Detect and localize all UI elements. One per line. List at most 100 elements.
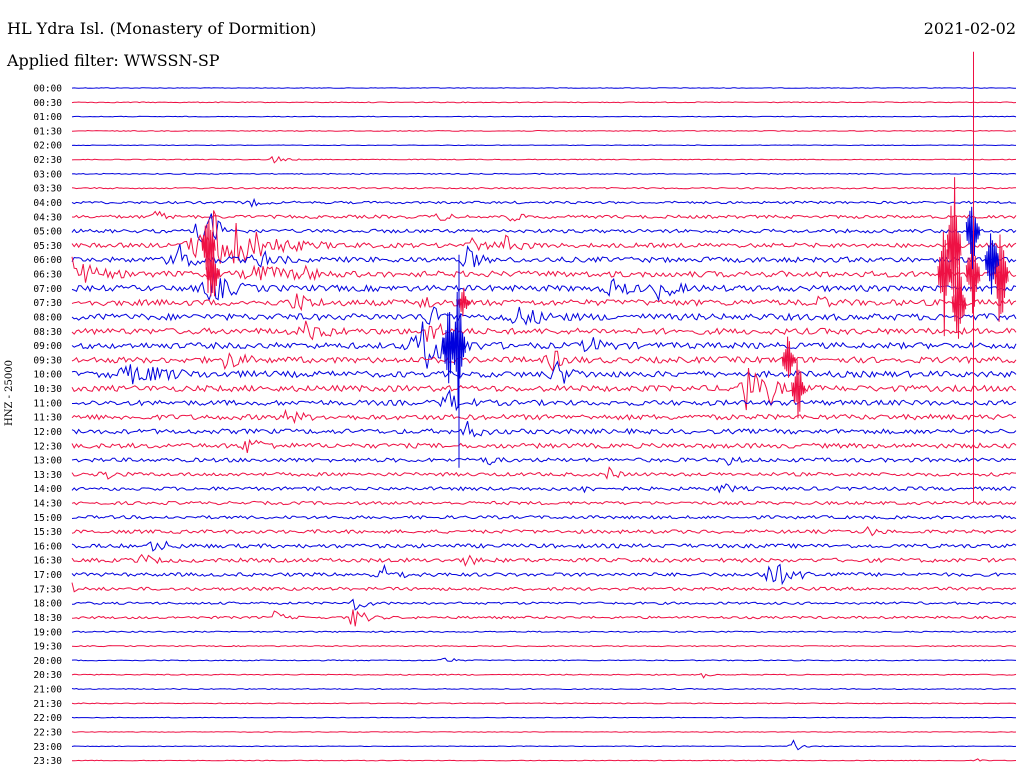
- trace-time-label: 02:00: [33, 141, 62, 152]
- trace-line: [71, 731, 1017, 733]
- trace-line: [71, 256, 1017, 283]
- trace-line: [71, 563, 1017, 586]
- trace-time-label: 09:00: [33, 341, 62, 352]
- trace-line: [71, 115, 1017, 118]
- trace-time-label: 06:30: [33, 270, 62, 281]
- trace-time-label: 10:30: [33, 384, 62, 395]
- trace-time-label: 20:30: [33, 670, 62, 681]
- trace-time-label: 08:30: [33, 327, 62, 338]
- trace-line: [71, 320, 1017, 342]
- trace-time-label: 04:00: [33, 198, 62, 209]
- trace-line: [71, 514, 1017, 520]
- trace-line: [71, 350, 1017, 373]
- trace-line: [71, 758, 1017, 762]
- trace-time-label: 01:30: [33, 126, 62, 137]
- trace-time-label: 19:30: [33, 642, 62, 653]
- trace-time-label: 07:30: [33, 298, 62, 309]
- trace-time-label: 05:00: [33, 227, 62, 238]
- trace-line: [71, 210, 1017, 222]
- trace-time-label: 04:30: [33, 212, 62, 223]
- trace-time-label: 16:30: [33, 556, 62, 567]
- trace-time-label: 09:30: [33, 355, 62, 366]
- trace-time-label: 00:00: [33, 84, 62, 95]
- trace-time-label: 02:30: [33, 155, 62, 166]
- trace-time-label: 18:00: [33, 599, 62, 610]
- trace-line: [71, 172, 1017, 175]
- trace-line: [71, 525, 1017, 537]
- trace-line: [71, 540, 1017, 552]
- trace-line: [71, 129, 1017, 132]
- trace-line: [71, 657, 1017, 662]
- trace-time-label: 08:00: [33, 312, 62, 323]
- trace-time-label: 15:00: [33, 513, 62, 524]
- trace-time-label: 10:00: [33, 370, 62, 381]
- station-title: HL Ydra Isl. (Monastery of Dormition): [7, 19, 317, 38]
- trace-time-label: 17:00: [33, 570, 62, 581]
- trace-line: [71, 293, 1017, 312]
- trace-line: [71, 101, 1017, 104]
- trace-line: [71, 144, 1017, 147]
- trace-time-label: 13:30: [33, 470, 62, 481]
- trace-line: [71, 306, 1017, 326]
- trace-line: [71, 243, 1017, 268]
- trace-time-label: 19:00: [33, 627, 62, 638]
- trace-time-label: 23:00: [33, 742, 62, 753]
- trace-time-label: 07:00: [33, 284, 62, 295]
- trace-line: [71, 155, 1017, 164]
- trace-time-label: 17:30: [33, 584, 62, 595]
- trace-line: [71, 321, 1017, 369]
- trace-time-label: 23:30: [33, 756, 62, 767]
- trace-time-label: 18:30: [33, 613, 62, 624]
- trace-line: [71, 598, 1017, 611]
- trace-line: [71, 739, 1017, 751]
- trace-time-label: 11:00: [33, 398, 62, 409]
- trace-time-label: 21:30: [33, 699, 62, 710]
- trace-line: [71, 421, 1017, 438]
- trace-line: [71, 582, 1017, 593]
- trace-time-label: 12:30: [33, 441, 62, 452]
- trace-line: [71, 271, 1017, 302]
- trace-time-label: 01:00: [33, 112, 62, 123]
- seismic-spike: [791, 359, 806, 419]
- trace-line: [71, 553, 1017, 567]
- trace-line: [71, 483, 1017, 494]
- seismic-spike: [441, 311, 457, 384]
- seismic-spike: [781, 336, 797, 378]
- trace-line: [71, 672, 1017, 679]
- trace-line: [71, 456, 1017, 466]
- trace-line: [71, 500, 1017, 506]
- trace-time-label: 00:30: [33, 98, 62, 109]
- trace-line: [71, 609, 1017, 627]
- trace-time-label: 12:00: [33, 427, 62, 438]
- trace-line: [71, 360, 1017, 385]
- seismic-spike: [984, 233, 1000, 295]
- trace-line: [71, 645, 1017, 648]
- trace-line: [71, 716, 1017, 719]
- seismic-spike: [205, 243, 221, 297]
- trace-line: [71, 630, 1017, 633]
- trace-line: [71, 87, 1016, 89]
- trace-line: [71, 687, 1017, 691]
- trace-time-label: 06:00: [33, 255, 62, 266]
- trace-line: [71, 367, 1017, 411]
- seismic-spike: [937, 231, 952, 337]
- trace-line: [71, 408, 1017, 425]
- trace-line: [72, 389, 1017, 412]
- filter-label: Applied filter: WWSSN-SP: [7, 51, 220, 70]
- trace-time-label: 15:30: [33, 527, 62, 538]
- seismic-spike: [994, 234, 1009, 322]
- trace-time-label: 05:30: [33, 241, 62, 252]
- trace-time-label: 22:00: [33, 713, 62, 724]
- trace-line: [71, 197, 1017, 208]
- trace-time-label: 14:30: [33, 498, 62, 509]
- seismic-spike: [951, 256, 967, 339]
- trace-time-label: 22:30: [33, 727, 62, 738]
- trace-time-label: 21:00: [33, 685, 62, 696]
- record-date: 2021-02-02: [923, 19, 1016, 38]
- trace-line: [71, 702, 1017, 705]
- trace-time-label: 03:00: [33, 169, 62, 180]
- trace-time-label: 13:00: [33, 456, 62, 467]
- trace-line: [71, 438, 1017, 453]
- trace-time-label: 03:30: [33, 184, 62, 195]
